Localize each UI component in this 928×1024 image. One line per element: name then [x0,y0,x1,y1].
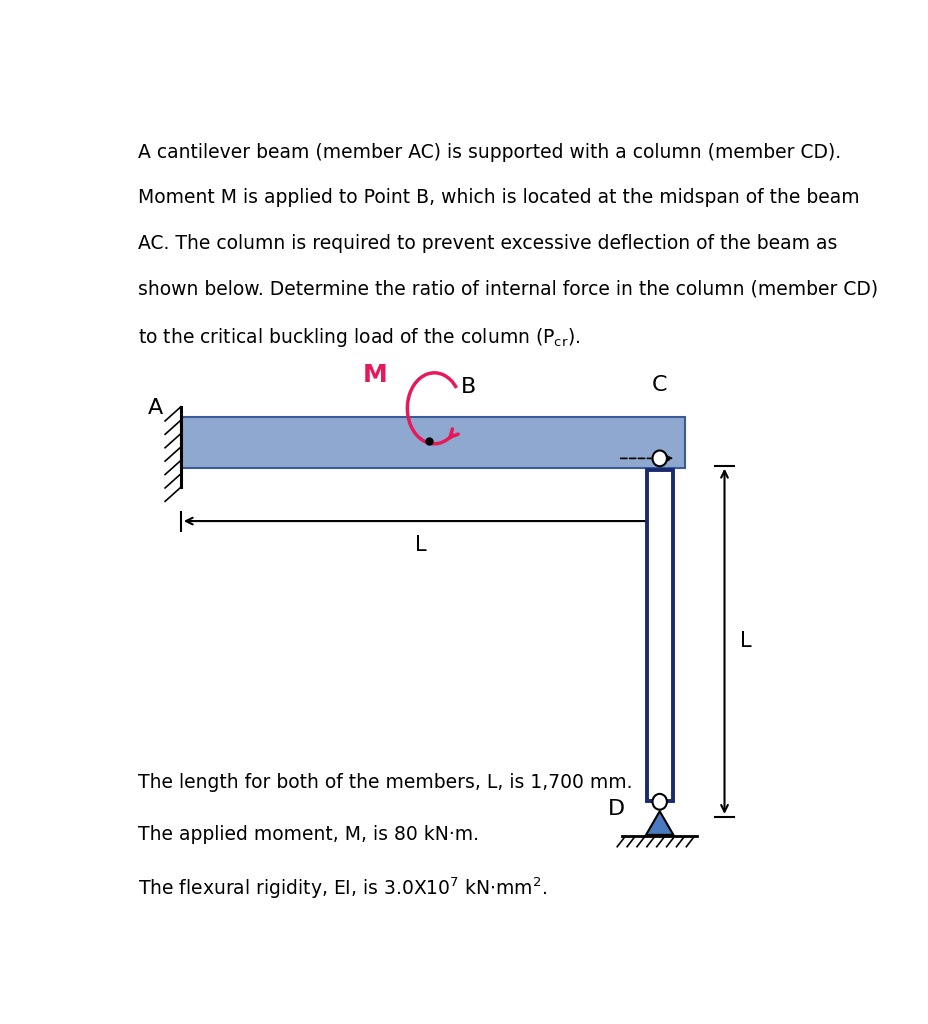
Bar [646,470,672,801]
Text: L: L [740,632,751,651]
Text: The length for both of the members, L, is 1,700 mm.: The length for both of the members, L, i… [137,773,632,793]
Text: C: C [651,375,666,394]
Circle shape [651,451,666,466]
Text: B: B [461,377,476,397]
Text: A cantilever beam (member AC) is supported with a column (member CD).: A cantilever beam (member AC) is support… [137,142,840,162]
Bar [181,417,684,468]
Polygon shape [645,811,673,835]
Text: to the critical buckling load of the column ($\mathrm{P_{cr}}$).: to the critical buckling load of the col… [137,326,579,348]
Text: D: D [607,799,625,819]
Text: L: L [414,536,426,555]
Text: The applied moment, M, is 80 kN·m.: The applied moment, M, is 80 kN·m. [137,824,478,844]
Circle shape [651,794,666,810]
Text: A: A [148,398,163,419]
Text: The flexural rigidity, EI, is 3.0X10$^{7}$ kN$\cdot$mm$^{2}$.: The flexural rigidity, EI, is 3.0X10$^{7… [137,876,547,901]
Text: Moment M is applied to Point B, which is located at the midspan of the beam: Moment M is applied to Point B, which is… [137,188,858,207]
Text: shown below. Determine the ratio of internal force in the column (member CD): shown below. Determine the ratio of inte… [137,280,877,299]
Text: AC. The column is required to prevent excessive deflection of the beam as: AC. The column is required to prevent ex… [137,234,836,253]
Text: M: M [363,364,387,387]
